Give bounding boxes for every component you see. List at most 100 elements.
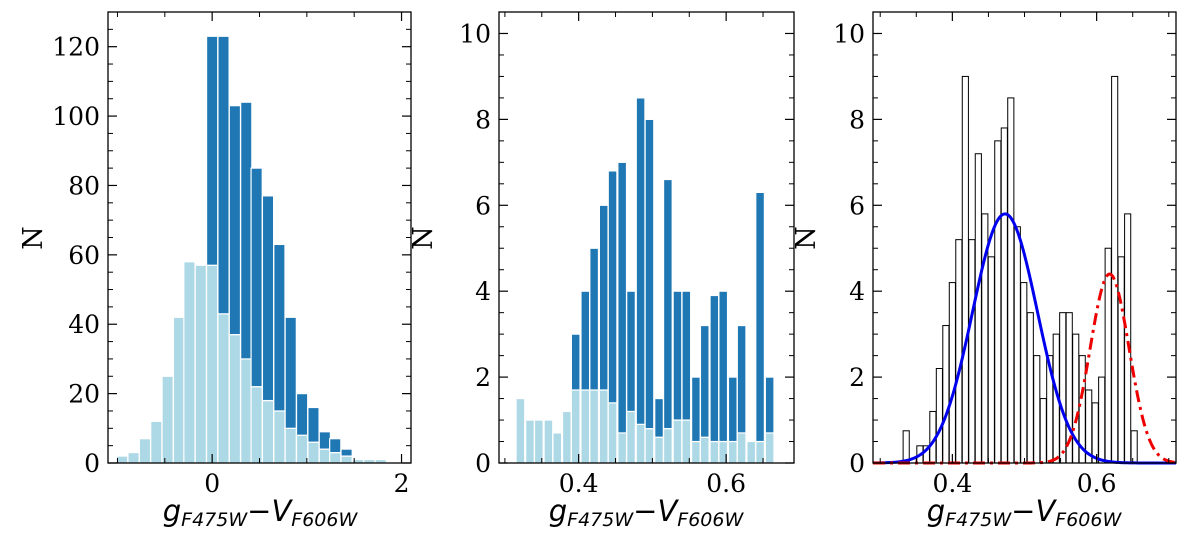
panel-3-y-axis-label: N [791, 226, 822, 250]
dark-bar [570, 333, 581, 391]
light-bar [340, 455, 353, 464]
panel-3-ticks: 0 2 4 6 8 10 0.4 0.6 [833, 11, 1176, 498]
light-bar [672, 419, 683, 464]
dark-bar [709, 294, 720, 443]
light-bar [644, 428, 655, 464]
x-tick-label: 0.4 [559, 469, 599, 498]
histogram-bar [961, 75, 969, 464]
light-bar [654, 436, 664, 464]
dark-bar [764, 376, 775, 434]
y-tick-label: 0 [849, 449, 865, 478]
light-bar [318, 448, 332, 464]
dark-bar [690, 376, 701, 443]
light-bar [205, 264, 219, 464]
panel-1-frame [107, 11, 412, 464]
panel-2-frame [498, 11, 795, 464]
light-bar [194, 264, 207, 464]
histogram-bar [1059, 312, 1067, 464]
histogram-bar [1111, 75, 1119, 464]
light-bar [552, 432, 563, 464]
y-tick-label: 6 [475, 191, 491, 220]
histogram-bar [902, 430, 910, 464]
dark-bar [607, 170, 618, 404]
light-bar [727, 440, 738, 464]
light-bar [515, 397, 526, 464]
dark-bar [589, 247, 600, 391]
dark-bar [329, 438, 342, 454]
dark-bar [228, 105, 242, 336]
dark-bar [295, 393, 309, 436]
dark-bar [654, 397, 664, 438]
y-tick-label: 8 [849, 105, 865, 134]
histogram-bar [1104, 247, 1112, 464]
y-tick-label: 2 [475, 363, 491, 392]
light-bar [172, 316, 186, 464]
y-tick-label: 6 [849, 191, 865, 220]
histogram-bar [1117, 256, 1125, 464]
y-tick-label: 4 [475, 277, 491, 306]
dark-bar [755, 191, 765, 443]
histogram-bar [1039, 398, 1047, 464]
y-tick-label: 100 [52, 102, 100, 131]
dark-bar [217, 35, 230, 315]
histogram-bar [987, 256, 995, 464]
light-bar [138, 438, 152, 464]
light-bar [533, 419, 544, 464]
light-bar [543, 419, 554, 464]
y-tick-label: 4 [849, 277, 865, 306]
light-bar [250, 386, 263, 464]
dark-bar [727, 376, 738, 443]
light-bar [764, 432, 775, 464]
x-tick-label: 0.6 [1077, 469, 1117, 498]
light-bar [699, 436, 710, 464]
histogram-bar [1130, 430, 1138, 464]
panel-2-bars [515, 97, 775, 464]
dark-bar [681, 290, 692, 421]
histogram-bar [1013, 226, 1021, 464]
x-tick-label: 0.6 [706, 469, 746, 498]
x-tick-label: 0.4 [932, 469, 972, 498]
light-bar [635, 423, 646, 464]
light-bar [127, 451, 140, 464]
light-bar [295, 434, 309, 464]
panel-2-ticks: 0 2 4 6 8 10 0.4 0.6 [459, 11, 794, 498]
dark-bar [318, 431, 332, 450]
light-bar [183, 261, 196, 464]
histogram-bar [968, 239, 976, 464]
dark-bar [662, 178, 673, 430]
light-bar [617, 432, 628, 464]
light-bar [736, 432, 747, 464]
light-bar [307, 441, 320, 464]
histogram-bar [942, 325, 950, 464]
panel-2-y-axis-label: N [408, 226, 439, 250]
light-bar [662, 428, 673, 464]
histogram-bar [1020, 282, 1028, 464]
light-bar [626, 410, 636, 464]
light-bar [217, 313, 230, 464]
y-tick-label: 0 [84, 449, 100, 478]
dark-bar [261, 195, 275, 402]
histogram-bar [1098, 376, 1106, 464]
light-bar [329, 451, 342, 464]
dark-bar [644, 118, 655, 430]
dark-bar [699, 324, 710, 438]
histogram-bar [955, 239, 963, 464]
light-bar [284, 427, 297, 464]
panel-1-y-axis-label: N [18, 226, 49, 250]
dark-bar [307, 406, 320, 443]
dark-bar [205, 35, 219, 266]
light-bar [580, 389, 591, 464]
dark-bar [718, 290, 729, 443]
histogram-bar [948, 282, 956, 464]
light-bar [561, 410, 572, 464]
light-bar [525, 419, 535, 464]
histogram-bar [1091, 402, 1099, 464]
light-bar [681, 419, 692, 464]
dark-bar [250, 167, 263, 388]
y-tick-label: 10 [833, 19, 865, 48]
dark-bar [635, 97, 646, 425]
light-bar [746, 440, 757, 464]
y-tick-label: 0 [475, 449, 491, 478]
y-tick-label: 20 [68, 380, 100, 409]
y-tick-label: 40 [68, 310, 100, 339]
